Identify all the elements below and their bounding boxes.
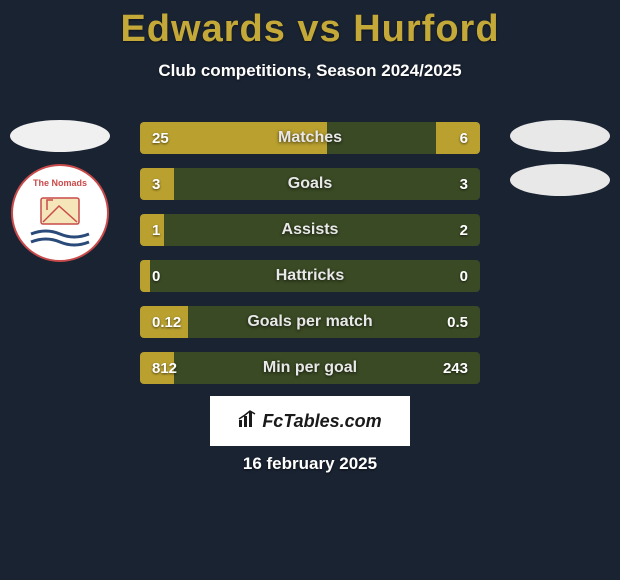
stat-row: 0.120.5Goals per match <box>140 306 480 338</box>
stat-row: 812243Min per goal <box>140 352 480 384</box>
brand-badge: FcTables.com <box>210 396 410 446</box>
team-ellipse-right-2 <box>510 164 610 196</box>
stat-label: Goals <box>140 175 480 193</box>
crest-text: The Nomads <box>33 178 87 188</box>
stat-row: 00Hattricks <box>140 260 480 292</box>
date-text: 16 february 2025 <box>0 454 620 474</box>
player-left-badges: The Nomads <box>10 120 110 262</box>
brand-text: FcTables.com <box>262 411 381 432</box>
stat-label: Assists <box>140 221 480 239</box>
team-ellipse-left <box>10 120 110 152</box>
crest-left-svg: The Nomads <box>11 164 109 262</box>
brand-chart-icon <box>238 410 258 433</box>
team-ellipse-right-1 <box>510 120 610 152</box>
stat-row: 12Assists <box>140 214 480 246</box>
stat-label: Hattricks <box>140 267 480 285</box>
stats-block: 256Matches 33Goals 12Assists 00Hattricks 0.1… <box>140 122 480 384</box>
player-right-badges <box>510 120 610 196</box>
stat-label: Min per goal <box>140 359 480 377</box>
stat-label: Goals per match <box>140 313 480 331</box>
subtitle: Club competitions, Season 2024/2025 <box>0 61 620 81</box>
team-crest-left: The Nomads <box>11 164 109 262</box>
stat-row: 33Goals <box>140 168 480 200</box>
page-title: Edwards vs Hurford <box>0 0 620 51</box>
stat-row: 256Matches <box>140 122 480 154</box>
stat-label: Matches <box>140 129 480 147</box>
